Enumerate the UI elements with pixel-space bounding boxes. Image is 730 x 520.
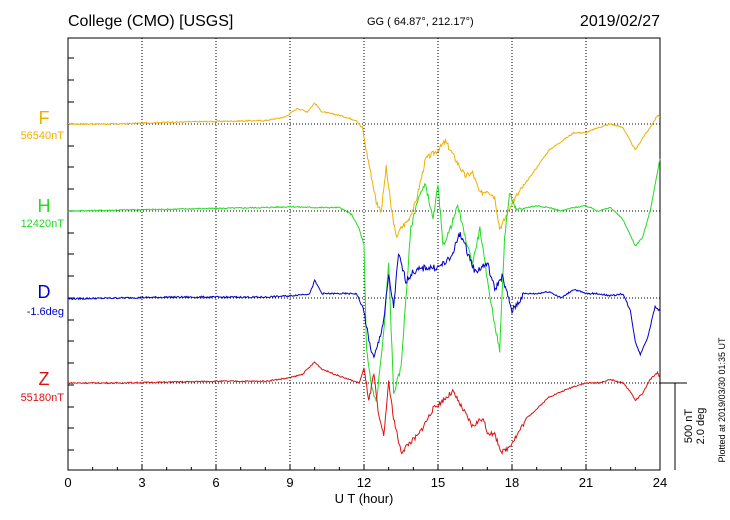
series-line-d — [67, 232, 661, 359]
series-name-d: D — [38, 282, 51, 302]
series-baseline-f: 56540nT — [21, 130, 65, 142]
date-label: 2019/02/27 — [580, 13, 660, 30]
x-tick-label: 9 — [286, 475, 293, 490]
scale-deg-label: 2.0 deg — [695, 408, 707, 445]
series-labels: F 56540nT H 12420nT D -1.6deg Z 55180nT — [21, 108, 65, 404]
coords-label: GG ( 64.87°, 212.17°) — [367, 16, 474, 28]
x-tick-labels: 0 3 6 9 12 15 18 21 24 — [64, 475, 667, 490]
grid-lines — [141, 38, 587, 470]
series-name-h: H — [38, 196, 51, 216]
x-tick-label: 21 — [579, 475, 593, 490]
x-tick-label: 18 — [505, 475, 519, 490]
series-line-z — [67, 361, 661, 456]
series-name-f: F — [39, 108, 50, 128]
x-axis-label: U T (hour) — [335, 491, 394, 506]
series-baseline-d: -1.6deg — [27, 306, 64, 318]
x-tick-label: 15 — [431, 475, 445, 490]
x-tick-label: 0 — [64, 475, 71, 490]
scale-nt-label: 500 nT — [683, 409, 695, 444]
series-lines — [67, 102, 661, 456]
x-tick-label: 3 — [138, 475, 145, 490]
x-tick-label: 12 — [357, 475, 371, 490]
series-baseline-h: 12420nT — [21, 218, 65, 230]
scale-bar: 500 nT 2.0 deg — [660, 382, 707, 470]
plotted-timestamp: Plotted at 2019/03/30 01:35 UT — [717, 337, 727, 463]
series-baseline-z: 55180nT — [21, 392, 65, 404]
series-line-f — [68, 102, 661, 239]
x-tick-label: 6 — [212, 475, 219, 490]
series-line-h — [67, 158, 661, 402]
x-tick-label: 24 — [653, 475, 667, 490]
axis-ticks — [67, 57, 661, 470]
station-title: College (CMO) [USGS] — [68, 13, 233, 30]
series-name-z: Z — [39, 369, 50, 389]
